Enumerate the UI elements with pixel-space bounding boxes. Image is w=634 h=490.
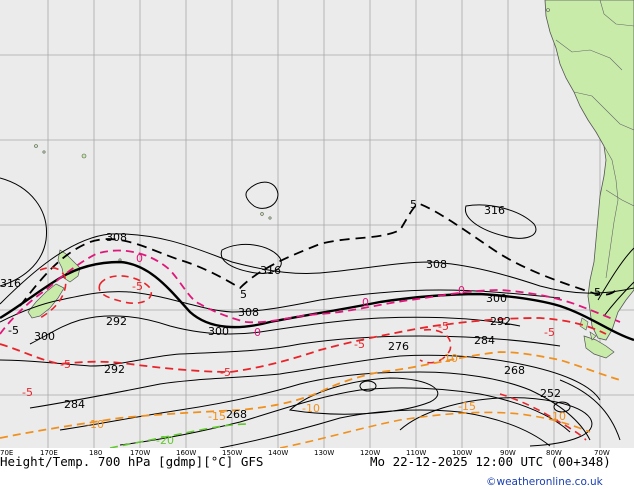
lon-tick: 90W <box>500 449 516 457</box>
lon-tick: 70W <box>594 449 610 457</box>
lon-tick: 120W <box>360 449 380 457</box>
height-label: 276 <box>388 340 409 353</box>
temp-contour-minus15 <box>279 411 591 449</box>
temp-label: -5 <box>8 324 19 337</box>
temp-contour-minus5 <box>0 317 607 373</box>
height-label: 316 <box>260 264 281 277</box>
pacific-islands <box>34 8 550 262</box>
temp-label: -10 <box>440 352 458 365</box>
height-contours <box>0 177 634 449</box>
height-contour-300-bold <box>0 260 634 342</box>
tierra-del-fuego-land <box>583 335 615 359</box>
lon-tick: 180 <box>89 449 102 457</box>
temp-label: -5 <box>544 326 555 339</box>
lon-tick: 150W <box>222 449 242 457</box>
temp-label: -5 <box>220 366 231 379</box>
temp-label: -15 <box>208 410 226 423</box>
height-label: 252 <box>540 387 561 400</box>
lon-tick: 110W <box>406 449 426 457</box>
temp-label: -20 <box>156 434 174 447</box>
lon-tick: 140W <box>268 449 288 457</box>
temp-label: 0 <box>136 252 143 265</box>
map-title: Height/Temp. 700 hPa [gdmp][°C] GFS <box>0 454 263 469</box>
lon-tick: 160W <box>176 449 196 457</box>
temp-label: -5 <box>22 386 33 399</box>
temp-contour-minus20 <box>109 423 251 449</box>
temp-label: 0 <box>362 296 369 309</box>
chile-islands <box>579 317 597 341</box>
temp-label: -10 <box>86 418 104 431</box>
longitude-ticks: 70E 170E 180 170W 160W 150W 140W 130W 12… <box>0 449 610 457</box>
temp-label: -5 <box>590 286 601 299</box>
temp-label: -10 <box>548 410 566 423</box>
temp-label: -15 <box>458 400 476 413</box>
valid-time: Mo 22-12-2025 12:00 UTC (00+348) <box>370 454 611 469</box>
lon-tick: 170W <box>130 449 150 457</box>
temp-label: 5 <box>410 198 417 211</box>
temp-contour-minus5-east <box>419 328 452 364</box>
lon-tick: 170E <box>40 449 58 457</box>
height-label: 284 <box>474 334 495 347</box>
lon-tick: 80W <box>546 449 562 457</box>
height-labels: 316 308 300 292 284 276 268 252 316 308 … <box>0 204 561 421</box>
country-borders <box>555 0 634 279</box>
temp-contour-minus5-ring <box>98 275 153 304</box>
temp-label: -5 <box>132 280 143 293</box>
height-label: 300 <box>208 325 229 338</box>
height-label: 268 <box>226 408 247 421</box>
temp-contour-minus10 <box>0 351 621 439</box>
height-label: 316 <box>0 277 21 290</box>
new-zealand-south-island <box>27 283 65 319</box>
height-label: 308 <box>106 231 127 244</box>
height-label: 308 <box>426 258 447 271</box>
temp-contour-5 <box>19 203 617 307</box>
height-label: 292 <box>490 315 511 328</box>
credit-link[interactable]: ©weatheronline.co.uk <box>486 476 604 488</box>
temp-label: -10 <box>302 402 320 415</box>
lon-tick: 70E <box>0 449 13 457</box>
footer-background <box>0 448 634 490</box>
height-label: 292 <box>106 315 127 328</box>
temp-label: -5 <box>60 358 71 371</box>
height-label: 316 <box>484 204 505 217</box>
height-label: 268 <box>504 364 525 377</box>
height-label: 308 <box>238 306 259 319</box>
height-label: 300 <box>486 292 507 305</box>
temp-label: 0 <box>458 284 465 297</box>
temp-label: 5 <box>240 288 247 301</box>
temperature-labels: 5 5 -5 0 -5 -5 -10 -5 0 -5 0 -5 -10 -15 … <box>8 198 601 447</box>
ocean-background <box>0 0 634 448</box>
height-label: 292 <box>104 363 125 376</box>
height-label: 300 <box>34 330 55 343</box>
lon-tick: 130W <box>314 449 334 457</box>
lon-tick: 100W <box>452 449 472 457</box>
temp-label: -5 <box>438 320 449 333</box>
south-america-land <box>544 0 634 341</box>
temp-label: 0 <box>254 326 261 339</box>
height-label: 284 <box>64 398 85 411</box>
temp-contour-minus5-nz <box>39 267 67 319</box>
temp-label: -5 <box>354 338 365 351</box>
